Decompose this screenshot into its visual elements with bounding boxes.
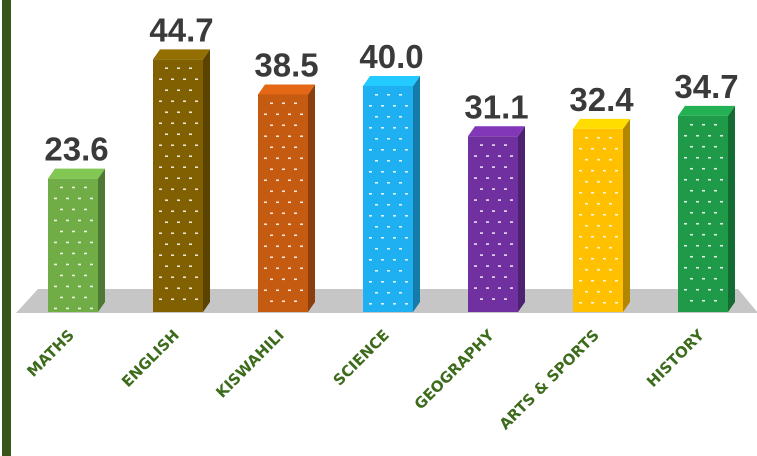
bar-front-face xyxy=(153,59,203,312)
bar-geography xyxy=(468,126,525,312)
bar-top-face xyxy=(573,118,630,129)
bar-texture xyxy=(264,102,303,303)
category-label-kiswahili: KISWAHILI xyxy=(212,326,287,401)
bar-top-face xyxy=(363,75,420,86)
bar-arts-sports xyxy=(573,118,630,312)
category-label-history: HISTORY xyxy=(643,325,709,391)
bar-top-face xyxy=(678,105,735,116)
bar-front-face xyxy=(573,128,623,312)
bar-side-face xyxy=(518,126,525,312)
category-label-maths: MATHS xyxy=(23,326,77,380)
category-label-arts-sports: ARTS & SPORTS xyxy=(496,326,603,433)
value-label-maths: 23.6 xyxy=(44,131,108,168)
bar-front-face xyxy=(468,136,518,312)
value-label-english: 44.7 xyxy=(149,11,213,48)
bar-english xyxy=(153,49,210,313)
value-label-arts-sports: 32.4 xyxy=(569,81,634,118)
bar-front-face xyxy=(258,94,308,312)
bar-top-face xyxy=(468,126,525,137)
bar-top-face xyxy=(153,49,210,60)
bar-history xyxy=(678,105,735,312)
value-label-kiswahili: 38.5 xyxy=(254,46,318,83)
value-label-geography: 31.1 xyxy=(464,88,528,125)
bar-front-face xyxy=(678,115,728,312)
bars-group xyxy=(48,49,735,313)
category-label-geography: GEOGRAPHY xyxy=(411,325,499,413)
bar-side-face xyxy=(308,84,315,312)
bar-texture xyxy=(579,136,618,304)
bar-side-face xyxy=(203,49,210,313)
bar-top-face xyxy=(48,168,105,179)
bar-texture xyxy=(684,123,723,302)
category-label-english: ENGLISH xyxy=(118,326,183,391)
bar-front-face xyxy=(48,178,98,312)
bar-science xyxy=(363,75,420,312)
bar-front-face xyxy=(363,85,413,312)
value-label-history: 34.7 xyxy=(674,68,738,105)
category-label-science: SCIENCE xyxy=(330,326,393,389)
bar-texture xyxy=(369,93,408,305)
bar-side-face xyxy=(728,105,735,312)
bar-kiswahili xyxy=(258,84,315,312)
left-axis-bar xyxy=(2,0,11,456)
bar-side-face xyxy=(98,168,105,312)
bar-side-face xyxy=(623,118,630,312)
bar-maths xyxy=(48,168,105,312)
bar-texture xyxy=(54,186,93,310)
bar-side-face xyxy=(413,75,420,312)
bar-texture xyxy=(159,67,198,301)
value-label-science: 40.0 xyxy=(359,38,423,75)
bar-top-face xyxy=(258,84,315,95)
bar-texture xyxy=(474,144,513,300)
